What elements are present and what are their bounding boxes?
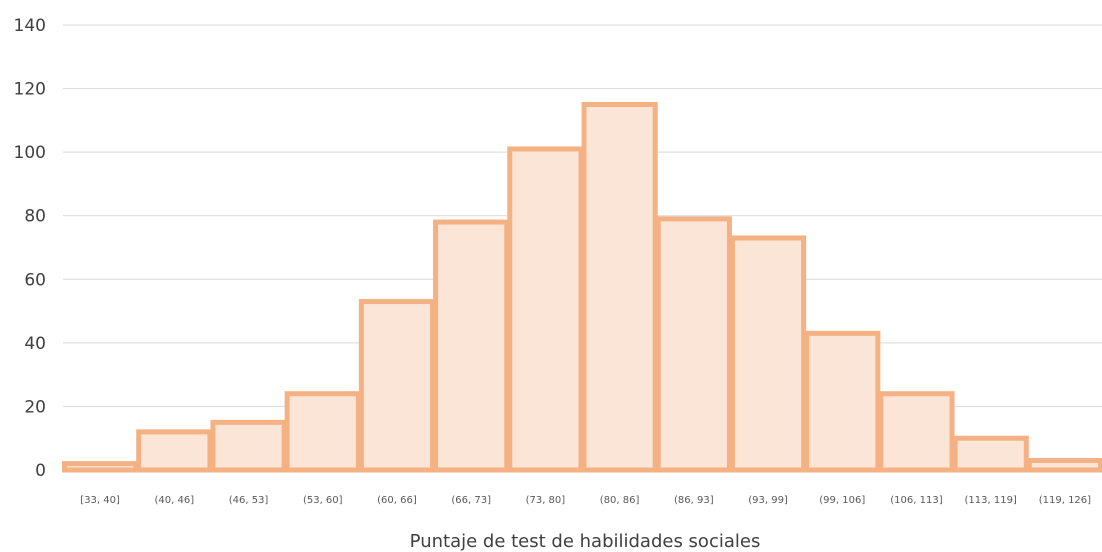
- histogram-bar: [136, 429, 213, 473]
- x-tick-label: (113, 119]: [965, 495, 1017, 506]
- x-tick-label: (80, 86]: [600, 495, 640, 506]
- x-tick-label: (66, 73]: [451, 495, 491, 506]
- x-tick-label: (53, 60]: [303, 495, 343, 506]
- y-tick-label: 140: [14, 16, 46, 36]
- histogram-bar: [804, 330, 881, 473]
- histogram-bar: [507, 146, 584, 473]
- y-tick-label: 0: [35, 461, 46, 481]
- x-tick-label: (86, 93]: [674, 495, 714, 506]
- histogram-bar: [433, 219, 510, 473]
- histogram-bar: [358, 299, 436, 473]
- histogram-bar: [952, 435, 1029, 473]
- y-tick-label: 40: [24, 334, 46, 354]
- x-tick-label: (46, 53]: [229, 495, 269, 506]
- x-tick-label: (99, 106]: [819, 495, 865, 506]
- x-tick-label: (93, 99]: [748, 495, 788, 506]
- y-tick-label: 60: [24, 270, 46, 290]
- histogram-bar: [655, 216, 732, 473]
- y-tick-label: 120: [14, 80, 46, 100]
- x-tick-label: (40, 46]: [155, 495, 195, 506]
- y-tick-label: 100: [14, 143, 46, 163]
- x-tick-label: [33, 40]: [80, 495, 120, 506]
- histogram-bar: [210, 419, 287, 473]
- x-tick-label: (106, 113]: [890, 495, 942, 506]
- y-tick-label: 80: [24, 207, 46, 227]
- histogram-bar: [729, 235, 807, 473]
- x-axis-tick-labels: [33, 40] (40, 46] (46, 53] (53, 60] (60, 66]…: [80, 495, 1091, 506]
- bars: [62, 101, 1102, 473]
- x-tick-label: (73, 80]: [526, 495, 566, 506]
- y-tick-label: 20: [24, 397, 46, 417]
- y-axis-tick-labels: 0 20 40 60 80 100 120 140: [14, 16, 46, 481]
- histogram-bar: [284, 391, 361, 473]
- x-tick-label: (119, 126]: [1039, 495, 1091, 506]
- x-tick-label: (60, 66]: [377, 495, 417, 506]
- histogram-bar: [1026, 457, 1102, 473]
- histogram-bar: [878, 391, 955, 473]
- histogram-bar: [581, 101, 658, 473]
- x-axis-title: Puntaje de test de habilidades sociales: [410, 531, 761, 552]
